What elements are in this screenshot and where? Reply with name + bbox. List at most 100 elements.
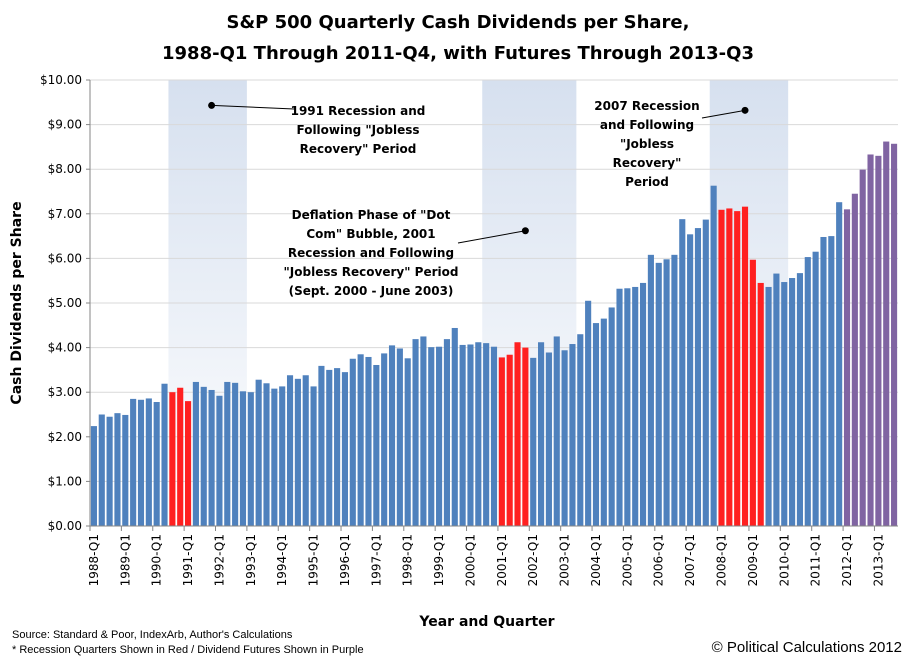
bar xyxy=(843,209,851,526)
bar xyxy=(585,300,592,526)
y-tick-label: $8.00 xyxy=(48,162,82,176)
bar xyxy=(169,392,176,526)
bar xyxy=(451,327,458,526)
bar xyxy=(279,386,286,526)
bar xyxy=(859,169,866,526)
bar xyxy=(459,344,466,526)
bar xyxy=(608,307,615,526)
bar xyxy=(232,382,239,526)
bar xyxy=(514,342,521,526)
bar xyxy=(106,416,113,526)
x-tick-label: 2003-Q1 xyxy=(558,534,572,586)
copyright: © Political Calculations 2012 xyxy=(712,639,902,656)
annotation-text: "Jobless xyxy=(620,137,674,151)
y-tick-label: $4.00 xyxy=(48,341,82,355)
annotation-text: Recession and Following xyxy=(288,246,454,260)
annotation-leader-line xyxy=(701,109,746,119)
bar xyxy=(216,395,223,526)
bar xyxy=(851,193,858,527)
x-tick-label: 2009-Q1 xyxy=(746,534,760,586)
annotation-text: Following "Jobless xyxy=(296,123,419,137)
bar xyxy=(569,344,576,526)
y-tick-label: $7.00 xyxy=(48,207,82,221)
annotation-text: Period xyxy=(625,175,669,189)
x-tick-label: 2011-Q1 xyxy=(809,534,823,586)
bar xyxy=(663,259,670,526)
bar xyxy=(341,372,349,526)
bar xyxy=(624,288,631,526)
bar xyxy=(538,342,545,526)
annotation-marker xyxy=(208,101,216,109)
annotation-text: Recovery" Period xyxy=(300,142,417,156)
annotation-leader-line xyxy=(457,230,526,244)
bar xyxy=(789,278,796,526)
x-tick-label: 2002-Q1 xyxy=(526,534,540,586)
bar xyxy=(239,391,247,526)
bar xyxy=(639,282,647,526)
x-tick-label: 1998-Q1 xyxy=(401,534,415,586)
x-tick-label: 1999-Q1 xyxy=(432,534,446,586)
x-tick-label: 1988-Q1 xyxy=(87,534,101,586)
bar xyxy=(812,251,819,526)
bar xyxy=(616,288,623,526)
bar xyxy=(255,379,262,526)
annotation-text: 2007 Recession xyxy=(594,99,699,113)
annotation-marker xyxy=(521,227,529,235)
bar xyxy=(671,254,678,526)
x-tick-label: 1995-Q1 xyxy=(307,534,321,586)
bar xyxy=(796,273,804,526)
bar xyxy=(122,414,129,526)
bar xyxy=(114,413,121,526)
bar xyxy=(373,364,380,526)
bar xyxy=(184,401,192,526)
annotation-text: "Jobless Recovery" Period xyxy=(284,265,459,279)
bar xyxy=(741,206,749,526)
bar xyxy=(710,185,717,526)
bar xyxy=(412,339,419,526)
bar xyxy=(483,343,490,526)
y-tick-label: $6.00 xyxy=(48,251,82,265)
bar xyxy=(192,381,199,526)
bar xyxy=(130,398,137,526)
annotation-text: and Following xyxy=(600,118,694,132)
bar xyxy=(647,254,654,526)
bar xyxy=(318,365,325,526)
annotation-leader-line xyxy=(211,104,295,110)
y-tick-label: $1.00 xyxy=(48,474,82,488)
bar xyxy=(867,154,874,526)
bar xyxy=(820,236,827,526)
source-note: Source: Standard & Poor, IndexArb, Autho… xyxy=(12,629,293,641)
bar xyxy=(891,143,898,526)
bar xyxy=(687,234,694,527)
bar xyxy=(153,402,160,526)
bar xyxy=(475,342,482,526)
bar xyxy=(773,273,780,526)
bar xyxy=(420,336,427,526)
bar xyxy=(530,357,537,526)
chart-subtitle: 1988-Q1 Through 2011-Q4, with Futures Th… xyxy=(162,43,754,64)
bar xyxy=(326,369,333,526)
bar xyxy=(396,348,403,526)
bar xyxy=(561,350,568,526)
y-tick-label: $5.00 xyxy=(48,296,82,310)
x-tick-label: 2006-Q1 xyxy=(652,534,666,586)
bar xyxy=(334,368,341,526)
bar xyxy=(600,318,607,526)
bar xyxy=(145,398,152,526)
bars xyxy=(90,141,898,527)
bar xyxy=(592,323,600,526)
x-tick-label: 2000-Q1 xyxy=(463,534,477,586)
annotation-text: Deflation Phase of "Dot xyxy=(292,208,451,222)
x-axis-label: Year and Quarter xyxy=(418,614,554,630)
bar xyxy=(467,344,474,526)
bar xyxy=(357,354,364,526)
bar xyxy=(98,414,105,526)
bar xyxy=(161,383,168,526)
bar xyxy=(490,346,498,526)
y-tick-label: $0.00 xyxy=(48,519,82,533)
bar xyxy=(200,386,207,526)
bar xyxy=(137,399,145,526)
bar xyxy=(428,347,435,526)
bar xyxy=(828,236,835,526)
bar xyxy=(553,336,560,526)
